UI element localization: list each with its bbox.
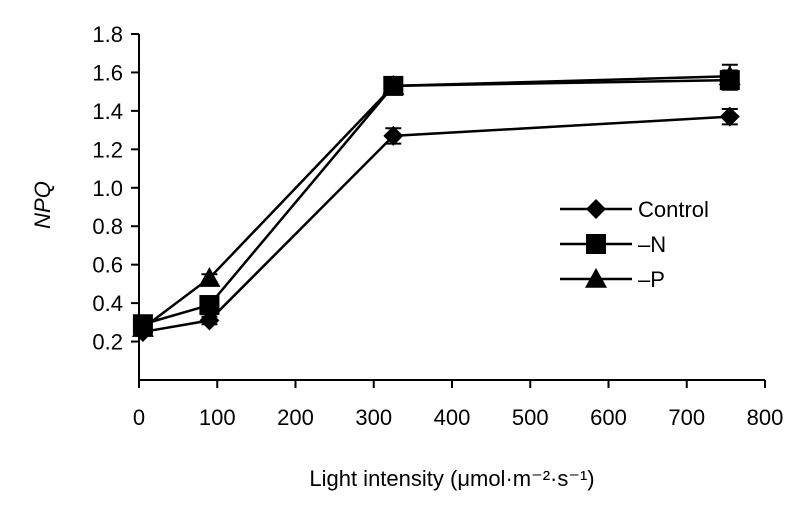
x-tick-label: 100 — [199, 405, 236, 430]
legend-marker-triangle — [585, 268, 607, 288]
x-tick-label: 0 — [133, 405, 145, 430]
y-axis-label: NPQ — [30, 181, 55, 229]
legend-label: Control — [638, 197, 709, 222]
x-tick-label: 600 — [590, 405, 627, 430]
series-line-triangle — [142, 75, 730, 330]
legend-label: –P — [638, 267, 665, 292]
data-point-diamond — [199, 310, 220, 331]
y-tick-label: 1.0 — [92, 176, 123, 201]
x-tick-label: 500 — [512, 405, 549, 430]
y-tick-label: 1.6 — [92, 60, 123, 85]
series-line-diamond — [142, 115, 730, 334]
series-line-square — [142, 78, 730, 326]
x-tick-label: 200 — [277, 405, 314, 430]
legend-marker-square — [586, 234, 606, 254]
legend-item-diamond: Control — [560, 197, 709, 222]
y-tick-label: 1.8 — [92, 22, 123, 47]
y-ticks: 0.2 0.4 0.6 0.8 1.0 1.2 1.4 1.6 1.8 — [92, 22, 139, 355]
data-point-diamond — [719, 106, 740, 127]
data-point-diamond — [383, 125, 404, 146]
x-tick-label: 700 — [668, 405, 705, 430]
y-tick-label: 0.8 — [92, 214, 123, 239]
data-point-triangle — [198, 267, 221, 287]
legend-item-square: –N — [560, 232, 666, 257]
y-tick-label: 0.6 — [92, 253, 123, 278]
series-triangle — [131, 63, 741, 337]
series-diamond — [132, 106, 740, 342]
x-tick-label: 300 — [355, 405, 392, 430]
legend-label: –N — [638, 232, 666, 257]
x-tick-label: 400 — [434, 405, 471, 430]
y-tick-label: 1.2 — [92, 137, 123, 162]
y-tick-label: 1.4 — [92, 99, 123, 124]
series-group — [131, 63, 741, 342]
data-point-triangle — [718, 65, 741, 86]
y-tick-label: 0.2 — [92, 330, 123, 355]
y-tick-label: 0.4 — [92, 291, 123, 316]
data-point-square — [199, 295, 220, 316]
x-tick-label: 800 — [747, 405, 784, 430]
x-axis-label: Light intensity (μmol·m⁻²·s⁻¹) — [309, 466, 594, 491]
legend-marker-diamond — [586, 199, 606, 219]
x-ticks: 0 100 200 300 400 500 600 700 800 — [133, 380, 783, 430]
legend-item-triangle: –P — [560, 267, 665, 292]
data-point-triangle — [382, 74, 405, 95]
data-point-triangle — [131, 317, 154, 337]
legend: Control –N –P — [560, 197, 709, 292]
